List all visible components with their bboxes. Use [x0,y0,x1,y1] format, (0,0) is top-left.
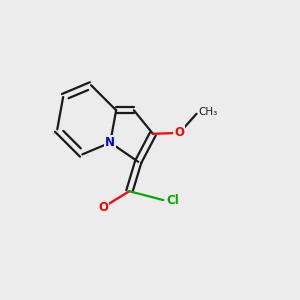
Text: Cl: Cl [166,194,179,207]
Text: CH₃: CH₃ [198,107,217,117]
Text: O: O [174,126,184,140]
Text: N: N [105,136,115,149]
Text: O: O [98,201,108,214]
